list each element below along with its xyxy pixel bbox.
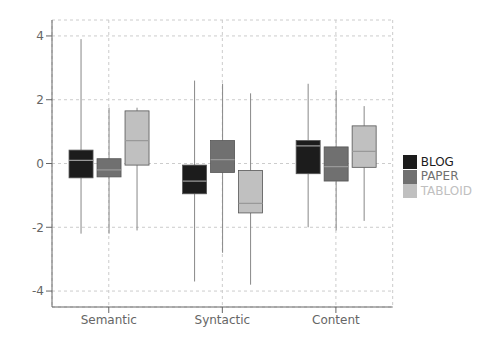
svg-text:-2: -2 bbox=[32, 221, 44, 235]
svg-text:4: 4 bbox=[36, 29, 44, 43]
html-text:PAPER: PAPER bbox=[420, 169, 459, 184]
svg-text:Semantic: Semantic bbox=[81, 313, 137, 327]
svg-text:2: 2 bbox=[36, 93, 44, 107]
svg-text:Syntactic: Syntactic bbox=[195, 313, 251, 327]
svg-text:Content: Content bbox=[312, 313, 360, 327]
svg-text:0: 0 bbox=[36, 157, 44, 171]
html-text:BLOG: BLOG bbox=[420, 154, 454, 169]
html-text:TABLOID: TABLOID bbox=[420, 183, 472, 198]
svg-text:-4: -4 bbox=[32, 284, 44, 298]
